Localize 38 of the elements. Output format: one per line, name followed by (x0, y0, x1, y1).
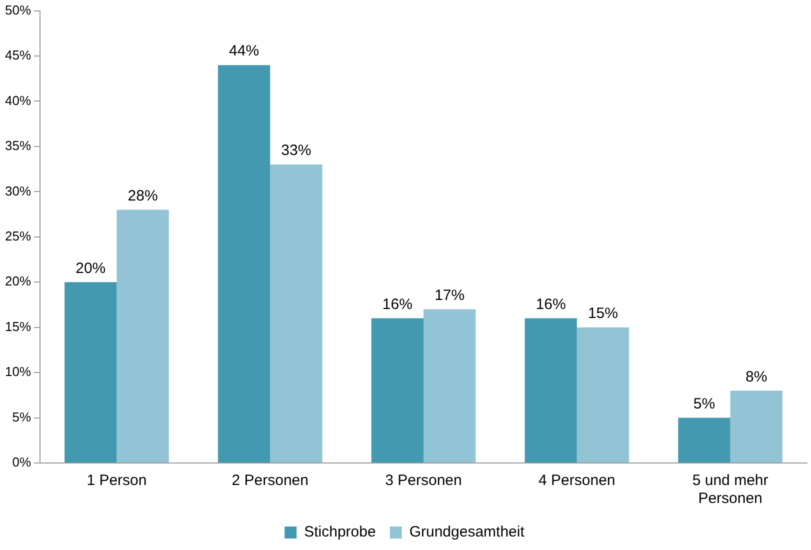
bar (576, 327, 630, 462)
x-tick-label: 2 Personen (232, 472, 308, 490)
data-label: 16% (536, 296, 566, 313)
y-tick-label: 50% (4, 2, 32, 18)
bar (218, 65, 270, 462)
data-label: 44% (229, 42, 260, 60)
data-label: 17% (434, 286, 465, 304)
y-tick-label: 10% (4, 364, 32, 380)
y-tick-label: 45% (4, 48, 32, 63)
y-tick-label: 5% (12, 409, 32, 424)
data-label: 20% (76, 260, 106, 277)
x-tick-label: 5 und mehr Personen (692, 472, 768, 508)
bar (371, 318, 424, 462)
bar (270, 164, 322, 462)
y-tick-label: 0% (12, 454, 32, 470)
bar (64, 282, 117, 462)
legend-label: Stichprobe (304, 524, 376, 541)
y-tick-label: 15% (4, 318, 32, 334)
bar (116, 210, 169, 462)
x-tick-label: 3 Personen (385, 472, 462, 490)
x-tick-label: 1 Person (86, 472, 147, 490)
data-label: 16% (382, 296, 412, 313)
y-tick-label: 40% (4, 92, 32, 108)
data-label: 5% (693, 395, 716, 412)
data-label: 15% (588, 304, 618, 322)
bar (424, 309, 476, 462)
bar (730, 390, 782, 462)
x-tick-label: 4 Personen (538, 472, 616, 490)
bar (678, 418, 730, 462)
data-label: 33% (281, 142, 312, 160)
y-tick-label: 25% (4, 228, 32, 244)
y-tick-label: 20% (4, 274, 32, 289)
bar (524, 318, 577, 462)
legend-label: Grundgesamtheit (409, 524, 526, 541)
y-tick-label: 35% (4, 138, 32, 154)
y-tick-label: 30% (4, 183, 32, 198)
data-label: 28% (128, 187, 158, 204)
data-label: 8% (746, 368, 768, 386)
